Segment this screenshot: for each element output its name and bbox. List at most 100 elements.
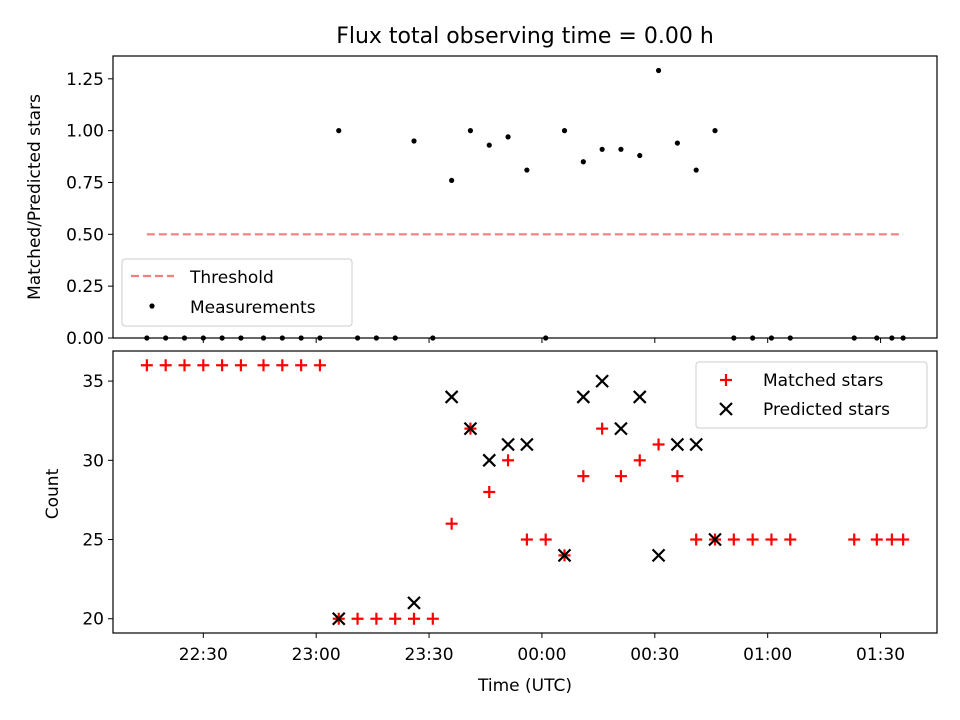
bottom-legend: Matched stars Predicted stars — [695, 361, 928, 429]
measurement-point — [599, 146, 605, 152]
matched-star-point — [784, 533, 797, 546]
predicted-star-point — [689, 437, 703, 452]
legend-measurement-dot-icon — [149, 303, 155, 309]
top-y-tick-label: 0.00 — [66, 329, 104, 349]
matched-star-point — [216, 359, 229, 372]
matched-star-point — [389, 612, 402, 625]
measurement-point — [411, 138, 417, 144]
predicted-star-point — [444, 390, 459, 404]
matched-star-point — [276, 359, 289, 372]
matched-star-point — [445, 517, 458, 530]
legend-matched-stars-label: Matched stars — [763, 371, 883, 391]
top-legend-box — [121, 258, 353, 327]
measurement-point — [693, 167, 699, 173]
predicted-star-point — [651, 548, 666, 563]
predicted-star-point — [520, 437, 534, 452]
matched-star-point — [520, 533, 533, 546]
measurement-point — [524, 167, 530, 173]
matched-star-point — [577, 470, 590, 483]
measurement-point — [336, 128, 342, 134]
predicted-star-point — [463, 421, 478, 436]
matched-star-point — [234, 359, 247, 372]
matched-star-point — [370, 612, 383, 625]
matched-star-point — [727, 533, 740, 546]
matched-star-point — [596, 422, 609, 435]
matched-star-point — [408, 612, 421, 625]
matched-star-point — [671, 470, 684, 483]
bottom-y-tick-label: 20 — [82, 610, 104, 630]
measurement-point — [467, 128, 474, 134]
top-y-axis-label: Matched/Predicted stars — [25, 94, 45, 300]
matched-star-point — [870, 533, 883, 546]
bottom-x-axis-label: Time (UTC) — [477, 676, 572, 696]
measurement-point — [505, 134, 511, 140]
legend-threshold-label: Threshold — [189, 268, 274, 288]
matched-star-point — [197, 359, 210, 372]
matched-star-point — [140, 359, 153, 372]
matched-star-point — [885, 533, 898, 546]
predicted-star-point — [595, 374, 609, 388]
top-y-tick-label: 0.25 — [66, 277, 104, 297]
matched-star-point — [483, 486, 496, 498]
predicted-star-point — [632, 390, 647, 404]
matched-star-point — [178, 359, 191, 372]
predicted-star-point — [670, 437, 685, 452]
bottom-y-tick-label: 30 — [82, 451, 104, 471]
measurement-point — [674, 140, 680, 146]
bottom-y-tick-label: 25 — [82, 531, 104, 551]
legend-matched-plus-icon — [720, 374, 732, 386]
legend-measurements-label: Measurements — [190, 298, 316, 318]
matched-star-point — [614, 470, 627, 483]
matched-star-point — [426, 612, 439, 625]
matched-star-point — [351, 612, 364, 625]
measurement-point — [655, 67, 662, 74]
bottom-y-axis-label: Count — [43, 468, 63, 519]
bottom-x-tick-label: 22:30 — [179, 645, 228, 665]
measurement-point — [637, 152, 643, 159]
top-axes-frame — [112, 55, 938, 339]
predicted-star-point — [557, 548, 572, 563]
predicted-star-point — [482, 453, 497, 468]
bottom-plot-area — [140, 359, 910, 626]
bottom-y-tick-label: 35 — [82, 372, 104, 392]
predicted-star-point — [614, 421, 628, 436]
matched-star-point — [295, 359, 308, 372]
measurement-point — [486, 142, 492, 148]
matched-star-point — [897, 533, 910, 546]
matched-star-point — [539, 533, 552, 546]
bottom-x-tick-label: 01:00 — [743, 645, 792, 665]
measurement-point — [580, 159, 586, 165]
bottom-x-tick-label: 01:30 — [856, 645, 905, 665]
measurement-point — [449, 177, 455, 184]
bottom-x-tick-label: 23:00 — [292, 645, 341, 665]
matched-star-point — [848, 533, 861, 546]
legend-predicted-x-icon — [719, 402, 733, 416]
matched-star-point — [257, 359, 270, 372]
matched-star-point — [652, 438, 665, 451]
predicted-star-point — [407, 596, 421, 610]
bottom-x-tick-label: 00:00 — [517, 645, 566, 665]
predicted-star-point — [331, 611, 346, 626]
bottom-legend-box — [695, 361, 928, 429]
bottom-x-tick-label: 00:30 — [630, 645, 679, 665]
matched-star-point — [159, 359, 172, 372]
matched-star-point — [765, 533, 778, 546]
matched-star-point — [690, 533, 703, 546]
bottom-x-tick-label: 23:30 — [405, 645, 454, 665]
measurement-point — [712, 128, 718, 134]
measurement-point — [561, 128, 568, 134]
legend-predicted-stars-label: Predicted stars — [763, 400, 890, 420]
matched-star-point — [313, 359, 326, 372]
predicted-star-point — [708, 532, 722, 547]
predicted-star-point — [501, 437, 515, 452]
top-chart-title: Flux total observing time = 0.00 h — [336, 24, 714, 49]
matched-star-point — [502, 454, 515, 467]
top-y-tick-label: 0.50 — [66, 225, 104, 245]
top-y-tick-label: 1.25 — [66, 70, 104, 90]
top-legend: Threshold Measurements — [121, 258, 353, 327]
bottom-axes-frame — [112, 350, 938, 634]
top-y-tick-label: 1.00 — [66, 122, 104, 142]
predicted-star-point — [576, 390, 591, 404]
top-y-tick-label: 0.75 — [66, 173, 104, 193]
